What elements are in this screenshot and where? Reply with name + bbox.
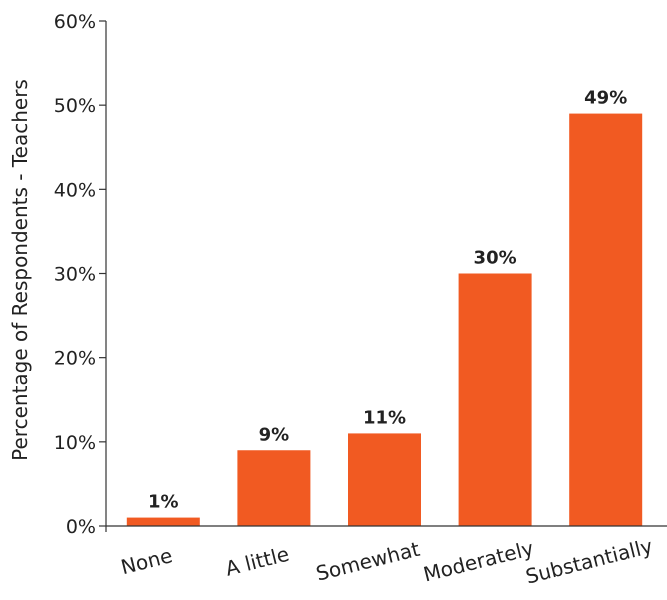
x-tick-label: Somewhat	[314, 537, 423, 586]
y-tick-label: 30%	[54, 264, 96, 286]
y-tick-label: 50%	[54, 95, 96, 117]
y-tick-label: 10%	[54, 432, 96, 454]
x-tick-label: Moderately	[421, 536, 536, 587]
bar	[126, 517, 200, 526]
data-label: 9%	[259, 424, 290, 445]
data-label: 49%	[584, 88, 627, 109]
y-axis: 0% 10% 20% 30% 40% 50% 60%	[54, 11, 107, 538]
x-tick-label: Substantially	[523, 534, 655, 589]
y-tick-label: 60%	[54, 11, 96, 33]
bar	[237, 450, 311, 526]
y-tick-label: 40%	[54, 179, 96, 201]
data-label: 30%	[474, 248, 517, 269]
x-tick-label: A little	[223, 542, 292, 581]
bar	[348, 433, 421, 526]
x-axis: None A little SomewhatModeratelySubstantia…	[106, 525, 667, 589]
y-axis-title: Percentage of Respondents - Teachers	[8, 79, 32, 461]
data-label: 1%	[148, 492, 179, 513]
x-tick-label: None	[118, 543, 174, 579]
bars: 1% 9% 11% 30% 49%	[126, 88, 643, 526]
data-label: 11%	[363, 407, 406, 428]
bar	[569, 113, 643, 526]
y-tick-label: 20%	[54, 348, 96, 370]
bar	[458, 273, 532, 526]
y-tick-label: 0%	[66, 516, 96, 538]
